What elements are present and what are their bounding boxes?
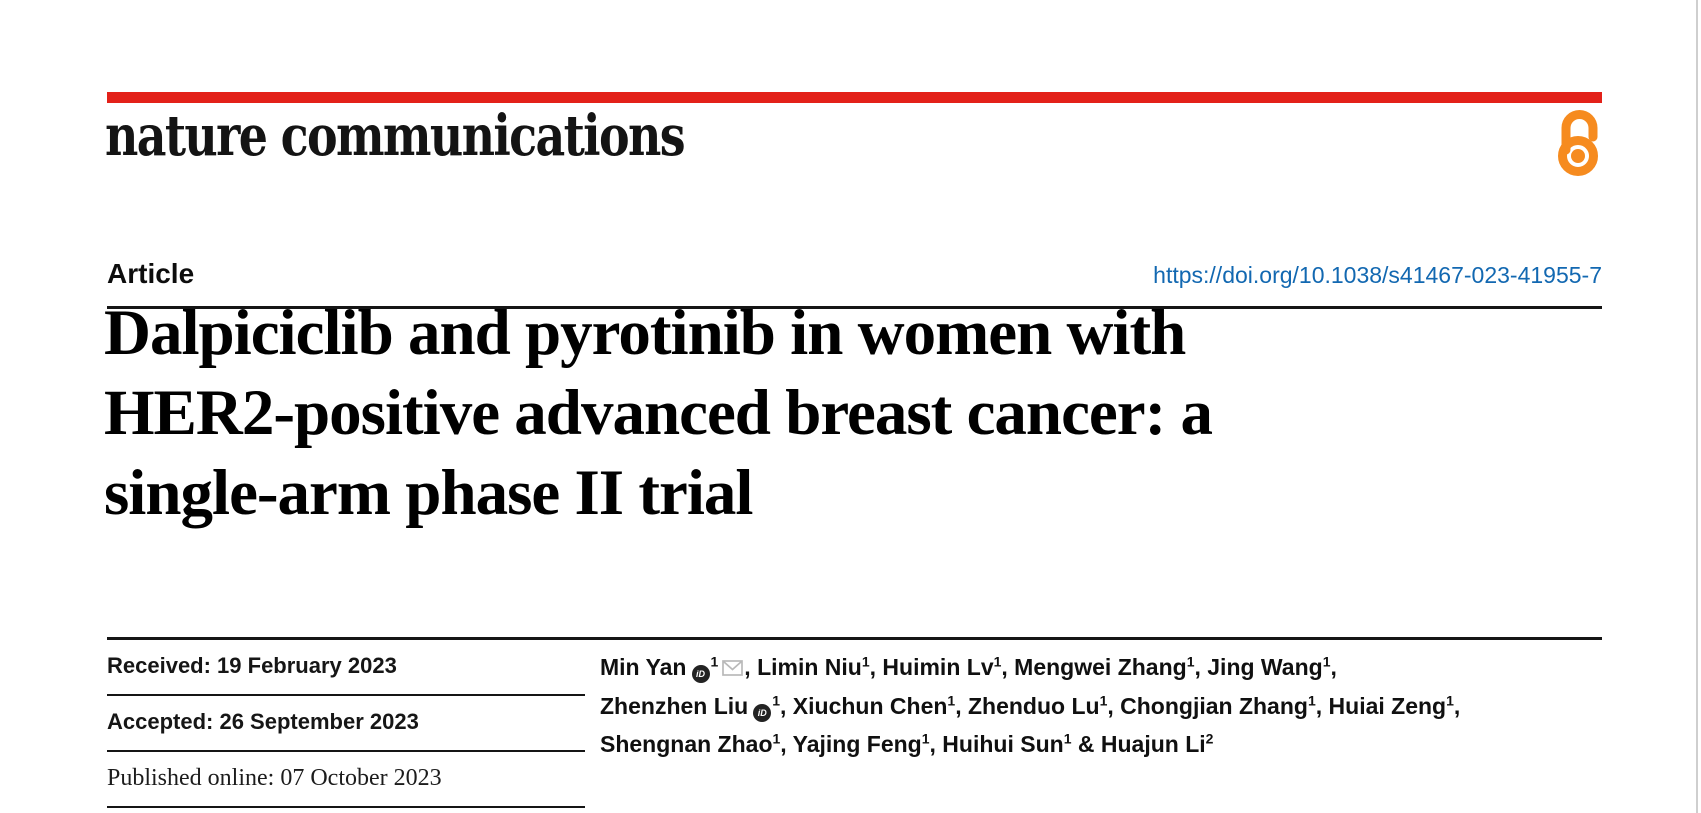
author-name-text: , Limin Niu: [744, 654, 862, 680]
author-name-text: ,: [1453, 693, 1461, 719]
author-name-text: , Jing Wang: [1194, 654, 1323, 680]
affiliation-superscript: 2: [1205, 730, 1214, 747]
meta-section: Received: 19 February 2023 Accepted: 26 …: [107, 637, 1602, 808]
author-name-text: , Xiuchun Chen: [780, 693, 948, 719]
journal-logo: nature communications: [105, 103, 686, 169]
affiliation-superscript: 1: [710, 653, 719, 670]
author-name-text: , Mengwei Zhang: [1001, 654, 1187, 680]
page-right-border: [1696, 0, 1698, 813]
article-type-label: Article: [107, 258, 195, 289]
affiliation-superscript: 1: [947, 692, 956, 709]
author-name-text: , Yajing Feng: [780, 731, 922, 757]
author-line: Zhenzhen Liu iD1, Xiuchun Chen1, Zhenduo …: [600, 687, 1460, 725]
affiliation-superscript: 1: [1322, 653, 1331, 670]
article-title-line: single-arm phase II trial: [104, 457, 753, 529]
affiliation-superscript: 1: [1063, 730, 1072, 747]
affiliation-superscript: 1: [1446, 692, 1454, 709]
article-header-row: Article https://doi.org/10.1038/s41467-0…: [107, 258, 1602, 290]
author-name-text: , Huimin Lv: [869, 654, 994, 680]
published-online-date: Published online: 07 October 2023: [107, 752, 585, 808]
author-name-text: ,: [1330, 654, 1337, 680]
affiliation-superscript: 1: [1307, 692, 1316, 709]
header-divider: [107, 306, 1602, 309]
affiliation-superscript: 1: [921, 730, 930, 747]
affiliation-superscript: 1: [993, 653, 1002, 670]
open-access-icon: [1556, 106, 1604, 178]
author-name-text: , Huihui Sun: [929, 731, 1064, 757]
affiliation-superscript: 1: [772, 692, 781, 709]
affiliation-superscript: 1: [861, 653, 870, 670]
affiliation-superscript: 1: [1186, 653, 1195, 670]
author-name-text: & Huajun Li: [1071, 731, 1206, 757]
accepted-date: Accepted: 26 September 2023: [107, 696, 585, 752]
article-title: Dalpiciclib and pyrotinib in women with …: [104, 293, 1444, 533]
author-name-text: , Zhenduo Lu: [955, 693, 1100, 719]
history-dates: Received: 19 February 2023 Accepted: 26 …: [107, 640, 585, 808]
orcid-icon[interactable]: iD: [691, 665, 710, 683]
author-name-text: , Chongjian Zhang: [1107, 693, 1308, 719]
orcid-icon[interactable]: iD: [753, 704, 772, 722]
envelope-icon[interactable]: [722, 649, 744, 687]
received-date: Received: 19 February 2023: [107, 640, 585, 696]
article-title-line: Dalpiciclib and pyrotinib in women with: [104, 297, 1186, 369]
author-line: Shengnan Zhao1, Yajing Feng1, Huihui Sun…: [600, 725, 1460, 763]
affiliation-superscript: 1: [1099, 692, 1108, 709]
affiliation-superscript: 1: [772, 730, 781, 747]
doi-link[interactable]: https://doi.org/10.1038/s41467-023-41955…: [1153, 262, 1602, 288]
author-name-text: Min Yan: [600, 654, 687, 680]
author-name-text: , Huiai Zeng: [1315, 693, 1447, 719]
author-list: Min Yan iD1, Limin Niu1, Huimin Lv1, Meng…: [600, 640, 1460, 763]
author-line: Min Yan iD1, Limin Niu1, Huimin Lv1, Meng…: [600, 648, 1460, 687]
brand-red-bar: [107, 92, 1602, 103]
article-title-line: HER2-positive advanced breast cancer: a: [104, 377, 1213, 449]
author-name-text: Zhenzhen Liu: [600, 693, 749, 719]
author-name-text: Shengnan Zhao: [600, 731, 773, 757]
